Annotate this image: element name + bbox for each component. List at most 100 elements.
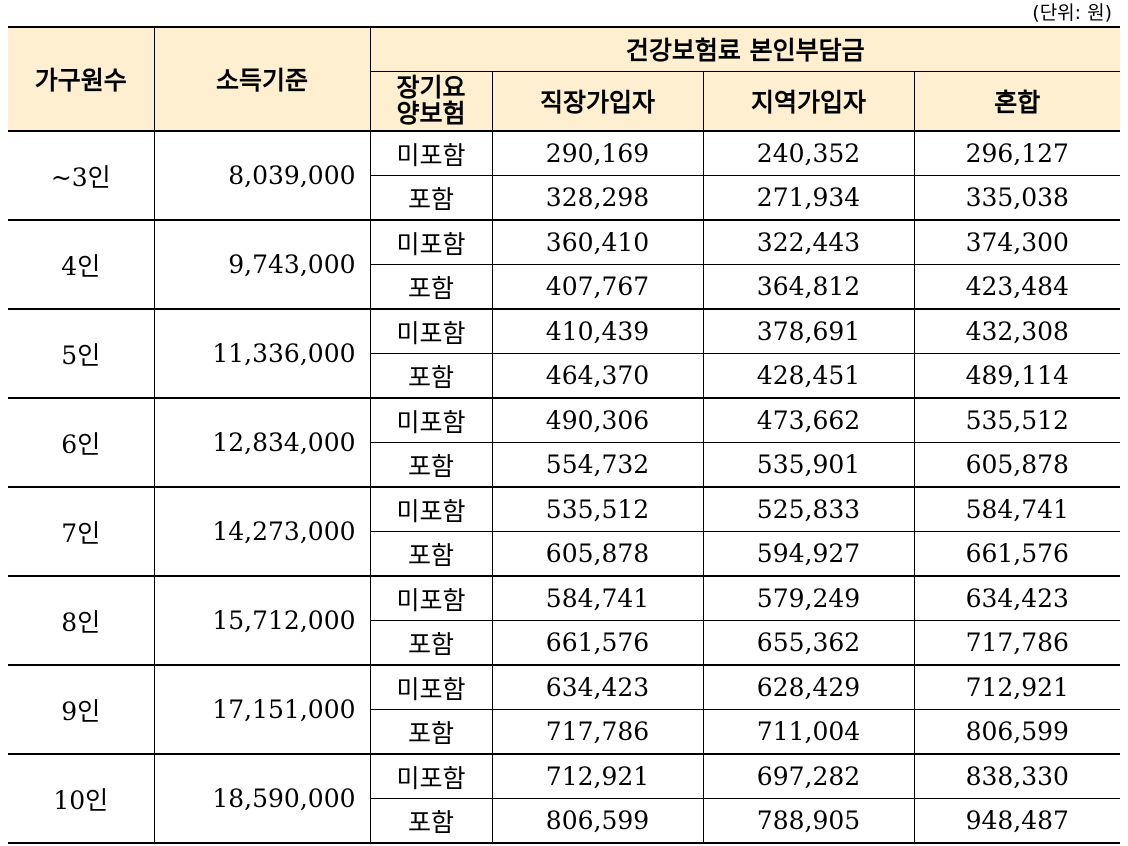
header-long-term-care: 장기요 양보험	[370, 70, 493, 132]
employee-cell: 407,767	[491, 264, 704, 310]
household-size-cell: 10인	[8, 753, 155, 844]
income-cell: 8,039,000	[153, 130, 371, 221]
employee-cell: 661,576	[491, 620, 704, 666]
table-row: 9인 17,151,000 미포함 634,423 628,429 712,921	[8, 664, 1121, 755]
long-term-care-cell: 포함	[369, 531, 493, 577]
employee-cell: 554,732	[491, 442, 704, 488]
mixed-cell: 374,300	[913, 219, 1121, 265]
header-premium-group: 건강보험료 본인부담금	[369, 26, 1121, 72]
regional-cell: 579,249	[702, 575, 915, 621]
regional-cell: 697,282	[702, 753, 915, 799]
household-size-cell: 8인	[8, 575, 155, 666]
long-term-care-cell: 포함	[369, 353, 493, 399]
regional-cell: 628,429	[702, 664, 915, 710]
regional-cell: 525,833	[702, 486, 915, 532]
mixed-cell: 489,114	[913, 353, 1121, 399]
table-row: 6인 12,834,000 미포함 490,306 473,662 535,512	[8, 397, 1121, 488]
table-row: 포함 328,298 271,934 335,038	[8, 175, 1121, 221]
long-term-care-cell: 미포함	[369, 397, 493, 443]
header-household: 가구원수	[8, 26, 155, 132]
regional-cell: 711,004	[702, 709, 915, 755]
table-row: 7인 14,273,000 미포함 535,512 525,833 584,741	[8, 486, 1121, 577]
regional-cell: 788,905	[702, 798, 915, 844]
employee-cell: 717,786	[491, 709, 704, 755]
employee-cell: 806,599	[491, 798, 704, 844]
employee-cell: 490,306	[491, 397, 704, 443]
header-mixed: 혼합	[913, 70, 1121, 132]
mixed-cell: 712,921	[913, 664, 1121, 710]
income-cell: 11,336,000	[153, 308, 371, 399]
table-row: 포함 407,767 364,812 423,484	[8, 264, 1121, 310]
unit-label: (단위: 원)	[1032, 2, 1112, 24]
income-cell: 15,712,000	[153, 575, 371, 666]
table-row: 포함 717,786 711,004 806,599	[8, 709, 1121, 755]
regional-cell: 378,691	[702, 308, 915, 354]
long-term-care-cell: 포함	[369, 709, 493, 755]
mixed-cell: 838,330	[913, 753, 1121, 799]
long-term-care-cell: 미포함	[369, 308, 493, 354]
mixed-cell: 605,878	[913, 442, 1121, 488]
header-long-term-care-line1: 장기요	[396, 72, 466, 102]
employee-cell: 634,423	[491, 664, 704, 710]
long-term-care-cell: 포함	[369, 620, 493, 666]
income-cell: 18,590,000	[153, 753, 371, 844]
mixed-cell: 806,599	[913, 709, 1121, 755]
long-term-care-cell: 미포함	[369, 486, 493, 532]
regional-cell: 271,934	[702, 175, 915, 221]
long-term-care-cell: 포함	[369, 264, 493, 310]
mixed-cell: 423,484	[913, 264, 1121, 310]
employee-cell: 535,512	[491, 486, 704, 532]
employee-cell: 584,741	[491, 575, 704, 621]
table-row: 포함 806,599 788,905 948,487	[8, 798, 1121, 844]
header-employee: 직장가입자	[491, 70, 704, 132]
mixed-cell: 432,308	[913, 308, 1121, 354]
household-size-cell: 6인	[8, 397, 155, 488]
mixed-cell: 335,038	[913, 175, 1121, 221]
mixed-cell: 717,786	[913, 620, 1121, 666]
mixed-cell: 661,576	[913, 531, 1121, 577]
household-size-cell: 5인	[8, 308, 155, 399]
regional-cell: 473,662	[702, 397, 915, 443]
mixed-cell: 584,741	[913, 486, 1121, 532]
regional-cell: 240,352	[702, 130, 915, 176]
household-size-cell: 7인	[8, 486, 155, 577]
employee-cell: 712,921	[491, 753, 704, 799]
table-row: 포함 661,576 655,362 717,786	[8, 620, 1121, 666]
long-term-care-cell: 미포함	[369, 664, 493, 710]
mixed-cell: 948,487	[913, 798, 1121, 844]
regional-cell: 535,901	[702, 442, 915, 488]
regional-cell: 364,812	[702, 264, 915, 310]
table-header: 가구원수 소득기준 건강보험료 본인부담금 장기요 양보험 직장가입자 지역가입…	[8, 26, 1121, 132]
mixed-cell: 535,512	[913, 397, 1121, 443]
income-cell: 17,151,000	[153, 664, 371, 755]
table-row: 8인 15,712,000 미포함 584,741 579,249 634,423	[8, 575, 1121, 666]
long-term-care-cell: 미포함	[369, 753, 493, 799]
long-term-care-cell: 미포함	[369, 219, 493, 265]
table-row: 포함 605,878 594,927 661,576	[8, 531, 1121, 577]
employee-cell: 605,878	[491, 531, 704, 577]
table-row: 포함 464,370 428,451 489,114	[8, 353, 1121, 399]
regional-cell: 322,443	[702, 219, 915, 265]
employee-cell: 328,298	[491, 175, 704, 221]
regional-cell: 655,362	[702, 620, 915, 666]
table-row: 포함 554,732 535,901 605,878	[8, 442, 1121, 488]
table-row: 5인 11,336,000 미포함 410,439 378,691 432,308	[8, 308, 1121, 399]
income-cell: 14,273,000	[153, 486, 371, 577]
household-size-cell: 4인	[8, 219, 155, 310]
header-regional: 지역가입자	[702, 70, 915, 132]
table-row: 10인 18,590,000 미포함 712,921 697,282 838,330	[8, 753, 1121, 844]
employee-cell: 464,370	[491, 353, 704, 399]
header-long-term-care-line2: 양보험	[396, 98, 466, 128]
header-income: 소득기준	[153, 26, 371, 132]
employee-cell: 360,410	[491, 219, 704, 265]
income-cell: 12,834,000	[153, 397, 371, 488]
regional-cell: 428,451	[702, 353, 915, 399]
mixed-cell: 296,127	[913, 130, 1121, 176]
long-term-care-cell: 미포함	[369, 575, 493, 621]
household-size-cell: 9인	[8, 664, 155, 755]
long-term-care-cell: 포함	[369, 175, 493, 221]
long-term-care-cell: 포함	[369, 798, 493, 844]
employee-cell: 410,439	[491, 308, 704, 354]
long-term-care-cell: 포함	[369, 442, 493, 488]
table-row: 4인 9,743,000 미포함 360,410 322,443 374,300	[8, 219, 1121, 310]
